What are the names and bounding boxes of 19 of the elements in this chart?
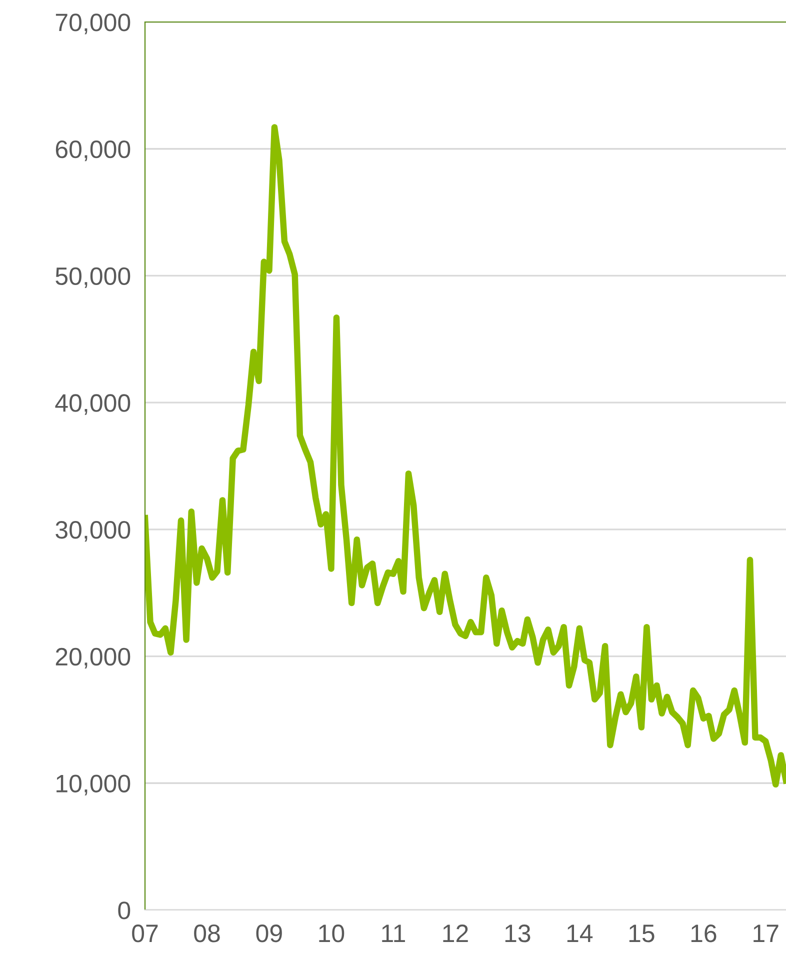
x-tick-label: 16 [691, 924, 716, 942]
y-tick-label: 10,000 [56, 774, 130, 796]
x-tick-label: 14 [567, 924, 593, 942]
x-tick-label: 10 [319, 924, 344, 942]
x-tick-label: 15 [629, 924, 654, 942]
y-tick-label: 20,000 [56, 648, 130, 669]
x-tick-label: 12 [443, 924, 468, 942]
y-tick-label: 40,000 [55, 394, 130, 415]
x-tick-label: 09 [256, 924, 282, 942]
x-tick-label: 17 [754, 924, 778, 942]
y-tick-label: 50,000 [56, 267, 130, 288]
y-tick-label: 60,000 [56, 140, 130, 162]
y-tick-label: 70,000 [56, 14, 130, 34]
y-tick-label: 0 [118, 902, 130, 920]
x-tick-label: 13 [505, 924, 530, 942]
y-tick-label: 30,000 [56, 521, 130, 542]
x-tick-label: 07 [132, 924, 158, 942]
x-tick-label: 11 [382, 924, 405, 942]
x-tick-label: 08 [194, 924, 220, 942]
